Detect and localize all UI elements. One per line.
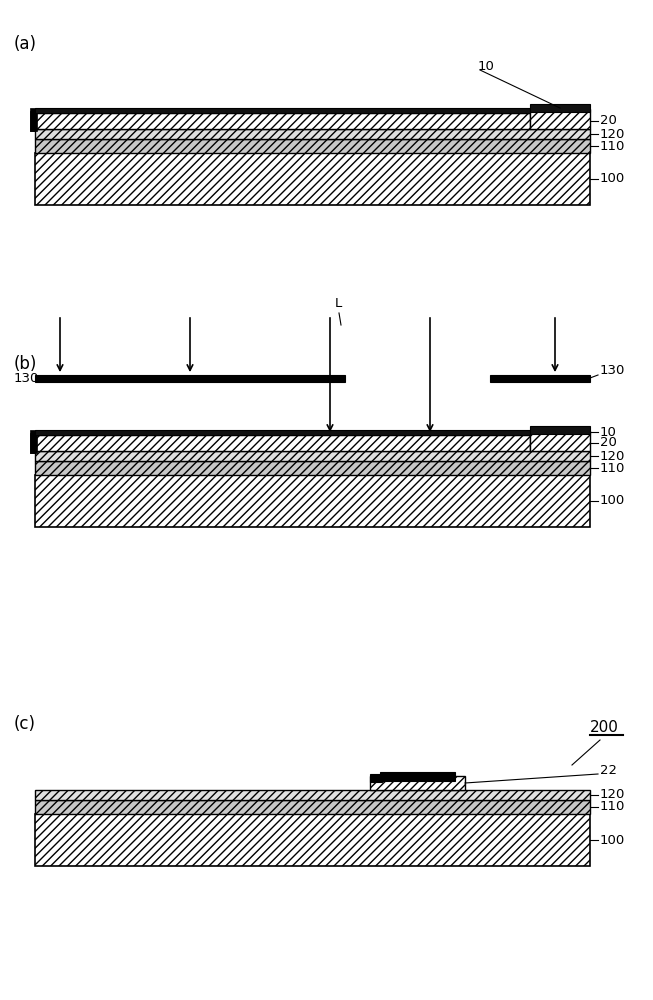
Text: 120: 120 [600, 450, 626, 462]
Text: (c): (c) [14, 715, 36, 733]
Text: 130: 130 [600, 363, 626, 376]
Text: 120: 120 [600, 127, 626, 140]
Text: 22: 22 [600, 764, 617, 778]
Text: L: L [335, 297, 342, 310]
Text: 10: 10 [600, 426, 617, 438]
Bar [530, 109, 590, 129]
Bar [35, 129, 590, 139]
Bar [530, 431, 590, 451]
Text: 20: 20 [600, 114, 617, 127]
Bar [35, 139, 590, 153]
Text: (b): (b) [14, 355, 37, 373]
Text: 100: 100 [600, 834, 626, 846]
Text: 10: 10 [478, 60, 495, 74]
Bar [35, 814, 590, 866]
Bar [35, 461, 590, 475]
Bar [490, 375, 590, 382]
Text: (a): (a) [14, 35, 37, 53]
Bar [35, 108, 530, 113]
Bar [530, 104, 590, 112]
Bar [35, 451, 590, 461]
Text: 100: 100 [600, 494, 626, 508]
Bar [30, 111, 37, 131]
Bar [30, 430, 35, 453]
Bar [35, 475, 590, 527]
Bar [370, 776, 465, 790]
Bar [35, 375, 345, 382]
Bar [530, 426, 590, 434]
Text: 100: 100 [600, 172, 626, 186]
Bar [35, 153, 590, 205]
Bar [370, 774, 382, 782]
Text: 110: 110 [600, 139, 626, 152]
Bar [30, 433, 37, 453]
Text: 120: 120 [600, 788, 626, 802]
Text: 130: 130 [14, 371, 39, 384]
Text: 110: 110 [600, 462, 626, 475]
Bar [30, 108, 35, 131]
Bar [35, 790, 590, 800]
Text: 110: 110 [600, 800, 626, 814]
Bar [35, 113, 530, 129]
Text: 200: 200 [590, 720, 619, 735]
Bar [35, 800, 590, 814]
Bar [35, 430, 530, 435]
Bar [35, 435, 530, 451]
Text: 20: 20 [600, 436, 617, 450]
Bar [380, 772, 455, 781]
